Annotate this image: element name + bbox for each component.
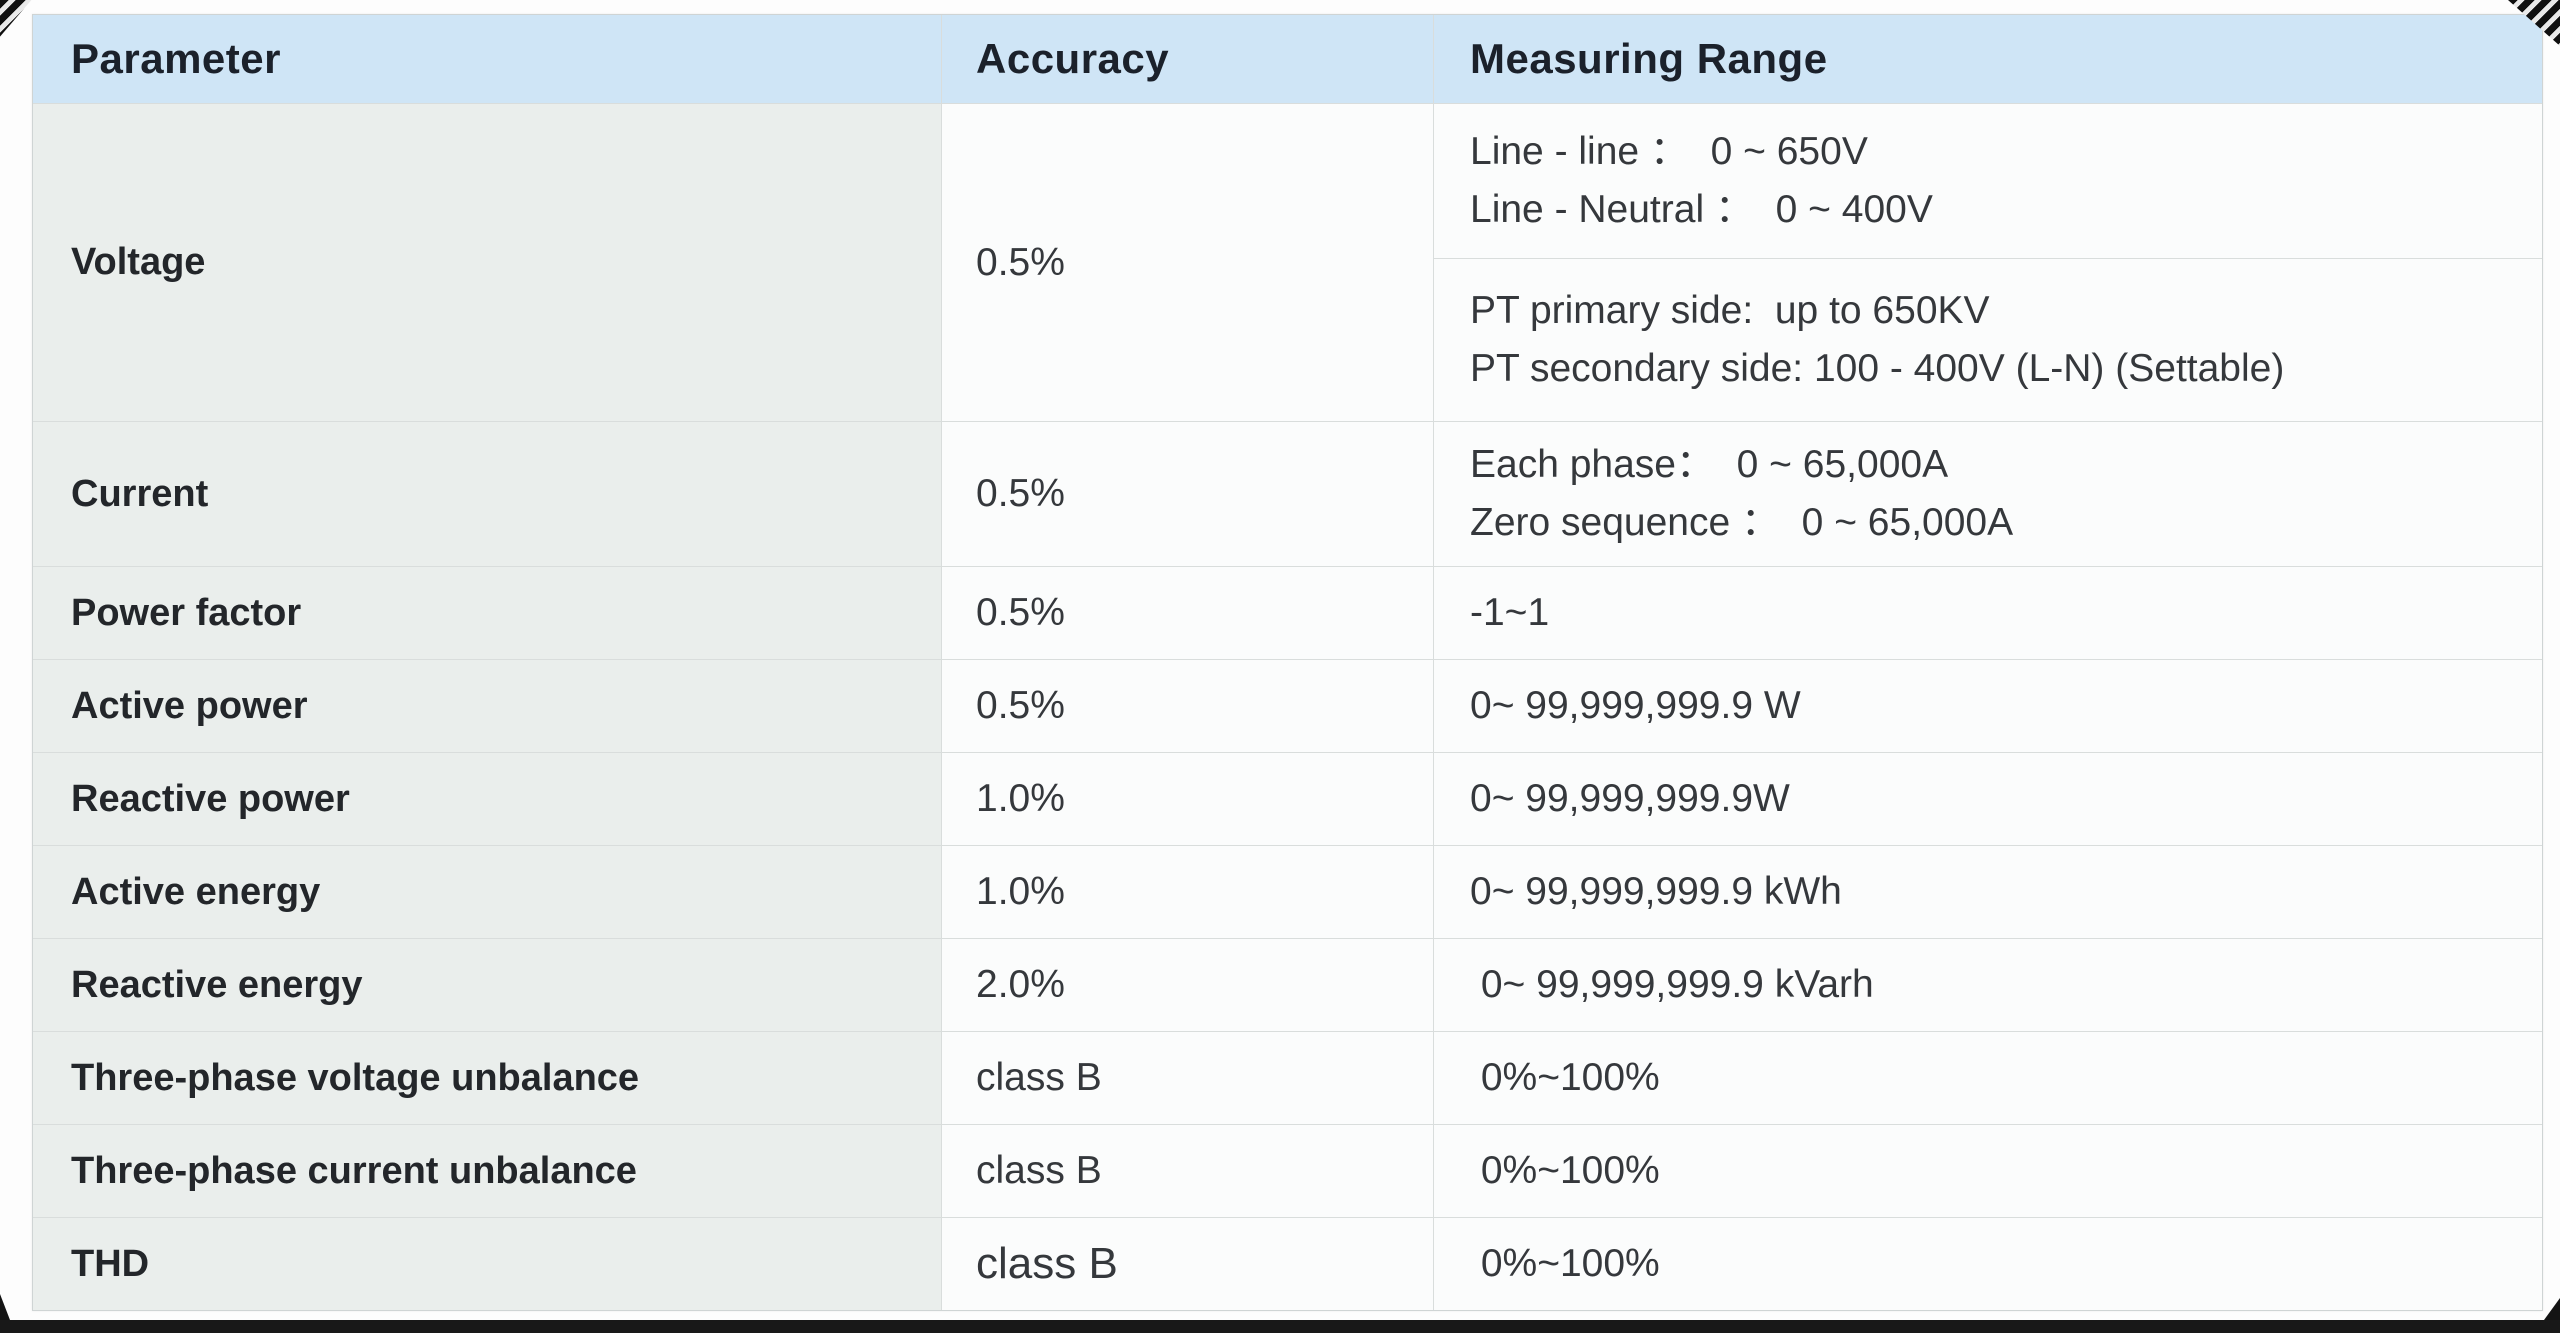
range-subcell-pt: PT primary side: up to 650KV PT secondar…	[1434, 258, 2542, 421]
table-row-reactive-power: Reactive power 1.0% 0~ 99,999,999.9W	[33, 752, 2542, 845]
range-line: PT secondary side: 100 - 400V (L-N) (Set…	[1470, 346, 2285, 390]
accuracy-value: 0.5%	[976, 684, 1065, 727]
param-cell: Reactive energy	[33, 939, 941, 1031]
table-row-three-phase-current-unbalance: Three-phase current unbalance class B 0%…	[33, 1124, 2542, 1217]
range-cell: -1~1	[1433, 567, 2542, 659]
accuracy-cell: 0.5%	[941, 422, 1433, 566]
table-row-three-phase-voltage-unbalance: Three-phase voltage unbalance class B 0%…	[33, 1031, 2542, 1124]
param-cell: Active power	[33, 660, 941, 752]
param-label: Power factor	[71, 591, 302, 634]
range-value: 0~ 99,999,999.9 kVarh	[1470, 963, 1874, 1006]
param-label: Active energy	[71, 870, 321, 913]
table-row-reactive-energy: Reactive energy 2.0% 0~ 99,999,999.9 kVa…	[33, 938, 2542, 1031]
range-cell: Line - line ： 0 ~ 650V Line - Neutral ： …	[1433, 104, 2542, 421]
range-line: PT primary side: up to 650KV	[1470, 288, 1990, 332]
table-row-thd: THD class B 0%~100%	[33, 1217, 2542, 1310]
accuracy-value: 2.0%	[976, 963, 1065, 1006]
range-value: 0%~100%	[1470, 1056, 1660, 1099]
accuracy-cell: 0.5%	[941, 104, 1433, 421]
param-cell: Current	[33, 422, 941, 566]
range-cell: 0%~100%	[1433, 1032, 2542, 1124]
param-cell: THD	[33, 1218, 941, 1310]
col-header-parameter: Parameter	[33, 15, 941, 103]
col-header-measuring-range-label: Measuring Range	[1470, 35, 1828, 82]
accuracy-cell: class B	[941, 1032, 1433, 1124]
param-label: Voltage	[71, 241, 206, 283]
param-label: Active power	[71, 684, 308, 727]
range-cell: 0~ 99,999,999.9W	[1433, 753, 2542, 845]
range-cell: 0~ 99,999,999.9 kVarh	[1433, 939, 2542, 1031]
accuracy-value: 0.5%	[976, 240, 1065, 284]
accuracy-cell: class B	[941, 1125, 1433, 1217]
range-line: Zero sequence ： 0 ~ 65,000A	[1470, 501, 2014, 544]
param-label: Three-phase voltage unbalance	[71, 1056, 640, 1099]
table-row-active-power: Active power 0.5% 0~ 99,999,999.9 W	[33, 659, 2542, 752]
accuracy-value: class B	[976, 1149, 1102, 1192]
param-cell: Active energy	[33, 846, 941, 938]
range-value: 0%~100%	[1470, 1242, 1660, 1285]
col-header-accuracy-label: Accuracy	[976, 35, 1170, 82]
range-subcell-direct: Line - line ： 0 ~ 650V Line - Neutral ： …	[1434, 104, 2542, 259]
range-value: -1~1	[1470, 591, 1550, 634]
accuracy-value: 1.0%	[976, 777, 1065, 820]
range-cell: 0~ 99,999,999.9 W	[1433, 660, 2542, 752]
spec-table: Parameter Accuracy Measuring Range Volta…	[32, 14, 2543, 1311]
param-label: Reactive energy	[71, 963, 363, 1006]
scan-bottom-bar	[0, 1320, 2560, 1333]
param-label: Three-phase current unbalance	[71, 1149, 637, 1192]
accuracy-cell: 2.0%	[941, 939, 1433, 1031]
accuracy-cell: 0.5%	[941, 660, 1433, 752]
range-cell: 0%~100%	[1433, 1218, 2542, 1310]
param-label: THD	[71, 1242, 150, 1285]
col-header-measuring-range: Measuring Range	[1433, 15, 2542, 103]
accuracy-cell: 1.0%	[941, 846, 1433, 938]
range-line: Line - line ： 0 ~ 650V	[1470, 129, 1868, 173]
param-cell: Power factor	[33, 567, 941, 659]
accuracy-value: 0.5%	[976, 591, 1065, 634]
range-value: 0~ 99,999,999.9 W	[1470, 684, 1801, 727]
accuracy-value: class B	[976, 1239, 1118, 1288]
range-line: Line - Neutral ： 0 ~ 400V	[1470, 187, 1933, 231]
table-row-power-factor: Power factor 0.5% -1~1	[33, 566, 2542, 659]
param-label: Reactive power	[71, 777, 350, 820]
range-cell: Each phase： 0 ~ 65,000A Zero sequence ： …	[1433, 422, 2542, 566]
range-value: 0~ 99,999,999.9 kWh	[1470, 870, 1842, 913]
accuracy-value: 1.0%	[976, 870, 1065, 913]
corner-artifact-bottom-left	[0, 1294, 10, 1320]
range-cell: 0%~100%	[1433, 1125, 2542, 1217]
param-cell: Voltage	[33, 104, 941, 421]
accuracy-cell: 0.5%	[941, 567, 1433, 659]
accuracy-value: class B	[976, 1056, 1102, 1099]
param-label: Current	[71, 472, 209, 515]
param-cell: Three-phase current unbalance	[33, 1125, 941, 1217]
param-cell: Reactive power	[33, 753, 941, 845]
range-value: 0%~100%	[1470, 1149, 1660, 1192]
col-header-parameter-label: Parameter	[71, 35, 281, 82]
range-line: Each phase： 0 ~ 65,000A	[1470, 443, 1949, 486]
col-header-accuracy: Accuracy	[941, 15, 1433, 103]
accuracy-cell: class B	[941, 1218, 1433, 1310]
range-cell: 0~ 99,999,999.9 kWh	[1433, 846, 2542, 938]
table-header-row: Parameter Accuracy Measuring Range	[33, 15, 2542, 103]
accuracy-cell: 1.0%	[941, 753, 1433, 845]
table-row-current: Current 0.5% Each phase： 0 ~ 65,000A Zer…	[33, 421, 2542, 566]
table-row-active-energy: Active energy 1.0% 0~ 99,999,999.9 kWh	[33, 845, 2542, 938]
accuracy-value: 0.5%	[976, 472, 1065, 515]
table-row-voltage: Voltage 0.5% Line - line ： 0 ~ 650V Line…	[33, 103, 2542, 421]
param-cell: Three-phase voltage unbalance	[33, 1032, 941, 1124]
range-value: 0~ 99,999,999.9W	[1470, 777, 1790, 820]
corner-artifact-bottom-right	[2544, 1298, 2560, 1320]
